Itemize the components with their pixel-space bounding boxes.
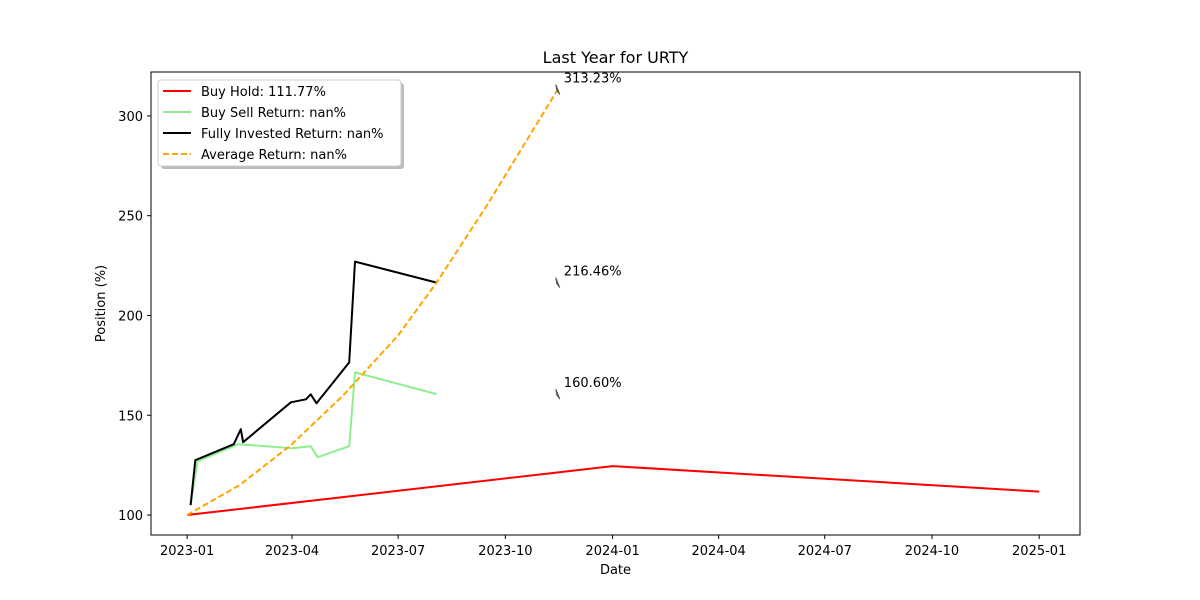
annotation-marker xyxy=(555,388,561,400)
x-tick-label: 2023-10 xyxy=(478,544,532,559)
annotation-marker xyxy=(555,84,561,95)
y-axis-label: Position (%) xyxy=(94,265,109,342)
y-axis: 100 150 200 250 300 xyxy=(118,110,151,524)
y-tick-label: 150 xyxy=(118,409,143,424)
plot-area xyxy=(150,71,1081,536)
series-line-3 xyxy=(186,88,559,516)
y-tick-label: 200 xyxy=(118,309,143,324)
y-tick-label: 250 xyxy=(118,210,143,225)
legend-entry-0: Buy Hold: 111.77% xyxy=(201,85,326,100)
annotation-label: 216.46% xyxy=(564,265,622,280)
annotation-label: 160.60% xyxy=(564,376,622,391)
legend-entry-1: Buy Sell Return: nan% xyxy=(201,106,346,121)
series-layer xyxy=(186,88,1040,516)
x-tick-label: 2023-04 xyxy=(265,544,319,559)
annotation-marker xyxy=(555,277,561,288)
annotations: 313.23% 216.46% 160.60% xyxy=(555,72,622,400)
series-line-2 xyxy=(189,260,437,506)
legend-entry-2: Fully Invested Return: nan% xyxy=(201,127,384,142)
x-tick-label: 2023-07 xyxy=(371,544,425,559)
x-tick-label: 2024-04 xyxy=(691,544,745,559)
x-tick-label: 2024-01 xyxy=(585,544,639,559)
x-tick-label: 2024-10 xyxy=(905,544,959,559)
y-tick-label: 100 xyxy=(118,509,143,524)
x-axis: 2023-01 2023-04 2023-07 2023-10 2024-01 2024-… xyxy=(160,535,1066,559)
x-axis-label: Date xyxy=(600,563,631,578)
annotation-label: 313.23% xyxy=(564,72,622,87)
series-line-0 xyxy=(186,465,1040,516)
series-line-1 xyxy=(189,371,437,506)
x-tick-label: 2024-07 xyxy=(798,544,852,559)
x-tick-label: 2025-01 xyxy=(1012,544,1066,559)
legend-entry-3: Average Return: nan% xyxy=(201,148,347,163)
chart-title: Last Year for URTY xyxy=(543,48,689,67)
x-tick-label: 2023-01 xyxy=(160,544,214,559)
legend-box xyxy=(157,79,402,167)
y-tick-label: 300 xyxy=(118,110,143,125)
legend: Buy Hold: 111.77% Buy Sell Return: nan% Fu… xyxy=(157,79,404,169)
